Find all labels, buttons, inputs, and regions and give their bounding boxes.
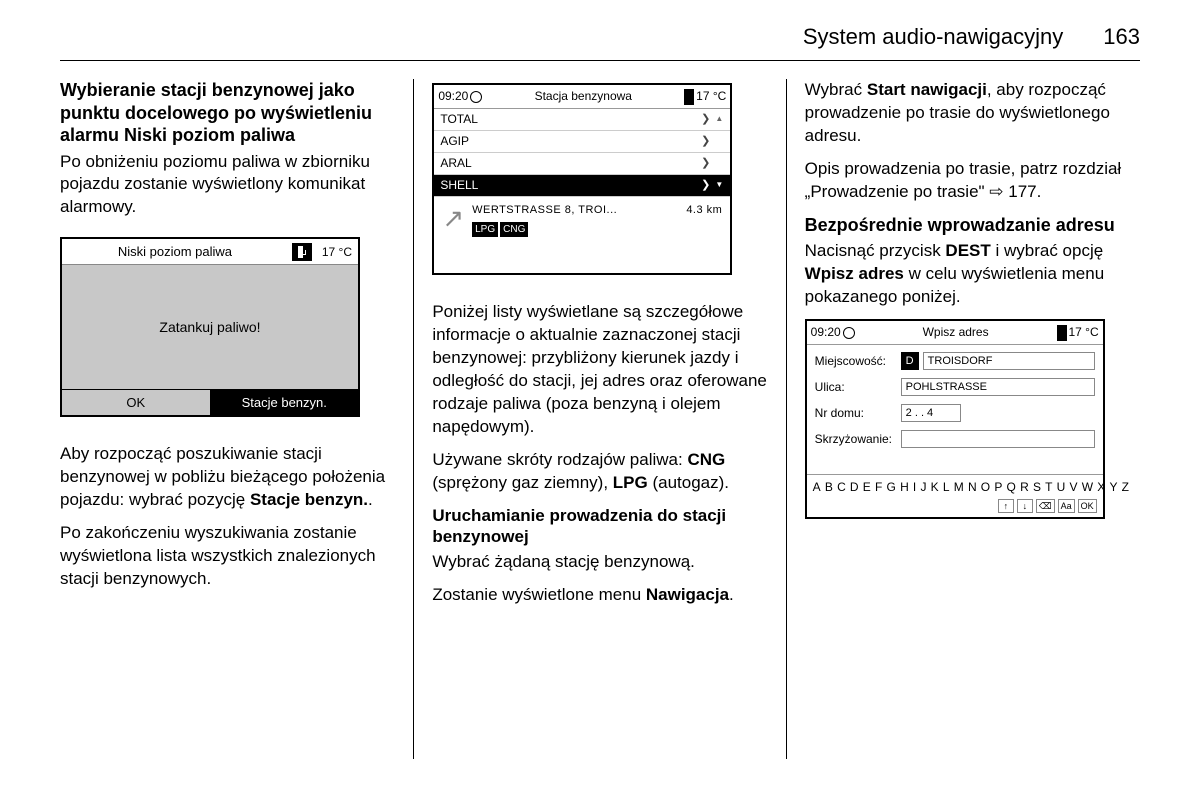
col3-h2: Bezpośrednie wprowadzanie adresu	[805, 214, 1140, 237]
detail-address: WERTSTRASSE 8, TROI...	[472, 203, 617, 218]
col3-p1: Wybrać Start nawigacji, aby rozpocząć pr…	[805, 79, 1140, 148]
detail-distance: 4.3 km	[686, 203, 722, 218]
number-label: Nr domu:	[815, 405, 901, 421]
col2-p2: Używane skróty rodzajów paliwa: CNG (spr…	[432, 449, 767, 495]
screenshot-low-fuel: Niski poziom paliwa 17 °C Zatankuj paliw…	[60, 237, 360, 417]
page-header: System audio-nawigacyjny 163	[60, 24, 1140, 61]
list-item[interactable]: ARAL❯	[434, 153, 730, 175]
key-backspace[interactable]: ⌫	[1036, 499, 1055, 513]
col1-p2: Aby rozpocząć poszukiwanie stacji benzyn…	[60, 443, 395, 512]
direction-arrow-icon: ↗	[442, 205, 464, 231]
stations-button[interactable]: Stacje benzyn.	[211, 390, 359, 415]
col3-p2: Opis prowadzenia po trasie, patrz rozdzi…	[805, 158, 1140, 204]
section-title: System audio-nawigacyjny	[803, 24, 1063, 50]
city-row: Miejscowość: D TROISDORF	[815, 349, 1095, 373]
page-ref: ⇨	[989, 182, 1008, 201]
column-2: 09:20 Stacja benzynowa 17 °C TOTAL❯▲ AGI…	[414, 79, 786, 759]
shot3-time: 09:20	[811, 324, 855, 340]
station-list: TOTAL❯▲ AGIP❯ ARAL❯ SHELL❯▼	[434, 109, 730, 197]
keyboard-controls: ↑ ↓ ⌫ Aa OK	[807, 497, 1103, 517]
shot2-temp: 17 °C	[696, 88, 726, 104]
column-1: Wybieranie stacji benzynowej jako punktu…	[60, 79, 414, 759]
col2-h2: Uruchamianie prowadzenia do stacji benzy…	[432, 505, 767, 548]
col1-heading: Wybieranie stacji benzynowej jako punktu…	[60, 79, 395, 147]
street-label: Ulica:	[815, 379, 901, 395]
station-detail: ↗ WERTSTRASSE 8, TROI... 4.3 km LPG CNG	[434, 197, 730, 273]
shot1-temp: 17 °C	[316, 244, 358, 260]
list-item-selected[interactable]: SHELL❯▼	[434, 175, 730, 197]
key-ok[interactable]: OK	[1078, 499, 1097, 513]
col2-p3: Wybrać żądaną stację benzynową.	[432, 551, 767, 574]
col1-p1: Po obniżeniu poziomu paliwa w zbiorniku …	[60, 151, 395, 220]
page-number: 163	[1103, 24, 1140, 50]
key-case[interactable]: Aa	[1058, 499, 1075, 513]
shot2-title: Stacja benzynowa	[482, 88, 684, 104]
col2-p1: Poniżej listy wyświetlane są szczegółowe…	[432, 301, 767, 439]
shot2-time: 09:20	[438, 88, 482, 104]
scroll-up-icon[interactable]: ▲	[714, 109, 724, 130]
fuel-badge: LPG	[472, 222, 498, 238]
list-item[interactable]: TOTAL❯▲	[434, 109, 730, 131]
street-row: Ulica: POHLSTRASSE	[815, 375, 1095, 399]
street-field[interactable]: POHLSTRASSE	[901, 378, 1095, 396]
shot1-titlebar: Niski poziom paliwa 17 °C	[62, 239, 358, 265]
screenshot-address-entry: 09:20 Wpisz adres 17 °C Miejscowość: D T…	[805, 319, 1105, 519]
shot3-titlebar: 09:20 Wpisz adres 17 °C	[807, 321, 1103, 345]
key-up[interactable]: ↑	[998, 499, 1014, 513]
screenshot-station-list: 09:20 Stacja benzynowa 17 °C TOTAL❯▲ AGI…	[432, 83, 732, 275]
cross-label: Skrzyżowanie:	[815, 431, 901, 447]
shot1-title: Niski poziom paliwa	[62, 243, 288, 261]
chevron-right-icon: ❯	[701, 112, 710, 127]
ok-button[interactable]: OK	[62, 390, 211, 415]
thermometer-icon	[1057, 325, 1067, 341]
col2-p4: Zostanie wyświetlone menu Nawigacja.	[432, 584, 767, 607]
number-row: Nr domu: 2 . . 4	[815, 401, 1095, 425]
city-field[interactable]: TROISDORF	[923, 352, 1095, 370]
shot2-titlebar: 09:20 Stacja benzynowa 17 °C	[434, 85, 730, 109]
shot3-temp: 17 °C	[1069, 324, 1099, 340]
content-columns: Wybieranie stacji benzynowej jako punktu…	[60, 79, 1140, 759]
clock-icon	[470, 91, 482, 103]
chevron-right-icon: ❯	[701, 134, 710, 149]
col3-p3: Nacisnąć przycisk DEST i wybrać opcję Wp…	[805, 240, 1140, 309]
shot1-buttons: OK Stacje benzyn.	[62, 389, 358, 415]
shot1-body: Zatankuj paliwo!	[62, 265, 358, 389]
number-field[interactable]: 2 . . 4	[901, 404, 961, 422]
shot3-title: Wpisz adres	[855, 324, 1057, 340]
keyboard-row[interactable]: ABCDEFGHIJKLMNOPQRSTUVWXYZ	[807, 474, 1103, 497]
chevron-right-icon: ❯	[701, 156, 710, 171]
fuel-badge: CNG	[500, 222, 528, 238]
address-form: Miejscowość: D TROISDORF Ulica: POHLSTRA…	[807, 345, 1103, 474]
fuel-icon	[292, 243, 312, 261]
clock-icon	[843, 327, 855, 339]
city-label: Miejscowość:	[815, 353, 901, 369]
cross-field[interactable]	[901, 430, 1095, 448]
key-down[interactable]: ↓	[1017, 499, 1033, 513]
chevron-right-icon: ❯	[701, 178, 710, 193]
list-item[interactable]: AGIP❯	[434, 131, 730, 153]
thermometer-icon	[684, 89, 694, 105]
cross-row: Skrzyżowanie:	[815, 427, 1095, 451]
scroll-down-icon[interactable]: ▼	[714, 175, 724, 196]
col1-p3: Po zakończeniu wyszukiwania zostanie wyś…	[60, 522, 395, 591]
country-badge[interactable]: D	[901, 352, 919, 370]
column-3: Wybrać Start nawigacji, aby rozpocząć pr…	[787, 79, 1140, 759]
